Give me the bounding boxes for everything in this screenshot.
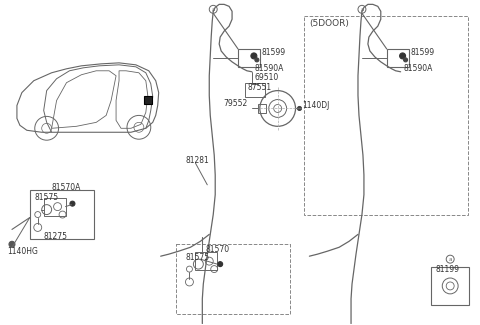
Text: 87551: 87551 (248, 83, 272, 92)
Text: 81281: 81281 (185, 156, 209, 164)
Text: 81570: 81570 (205, 245, 229, 254)
Text: 1140DJ: 1140DJ (302, 101, 330, 110)
Circle shape (298, 107, 301, 111)
Bar (387, 49, 408, 67)
Text: 1140HG: 1140HG (7, 247, 38, 256)
Text: 81275: 81275 (44, 232, 68, 241)
Bar (245, 83, 265, 97)
Circle shape (404, 58, 408, 62)
Bar (195, 252, 217, 270)
Text: 81199: 81199 (435, 265, 459, 274)
Bar (432, 267, 469, 305)
Circle shape (218, 262, 223, 266)
Circle shape (255, 58, 259, 62)
Text: 81575: 81575 (185, 253, 210, 262)
Text: 81590A: 81590A (404, 64, 433, 73)
Text: 81590A: 81590A (255, 64, 284, 73)
Circle shape (70, 201, 75, 206)
Text: a: a (360, 7, 364, 12)
Text: 79552: 79552 (224, 99, 248, 108)
Text: 81599: 81599 (262, 48, 286, 58)
Circle shape (400, 53, 406, 59)
Bar (30, 190, 94, 239)
Bar (238, 49, 260, 67)
Text: (5DOOR): (5DOOR) (310, 19, 349, 28)
Bar (176, 244, 289, 314)
Circle shape (9, 241, 15, 247)
Bar (304, 16, 468, 214)
Text: 81599: 81599 (410, 48, 435, 58)
Circle shape (251, 53, 257, 59)
Text: a: a (448, 257, 452, 262)
Text: a: a (212, 7, 215, 12)
Text: 81575: 81575 (35, 193, 59, 202)
Bar (144, 96, 152, 103)
Text: 81570A: 81570A (52, 183, 81, 192)
Text: 69510: 69510 (255, 73, 279, 82)
Bar (258, 103, 266, 113)
Bar (44, 198, 65, 215)
